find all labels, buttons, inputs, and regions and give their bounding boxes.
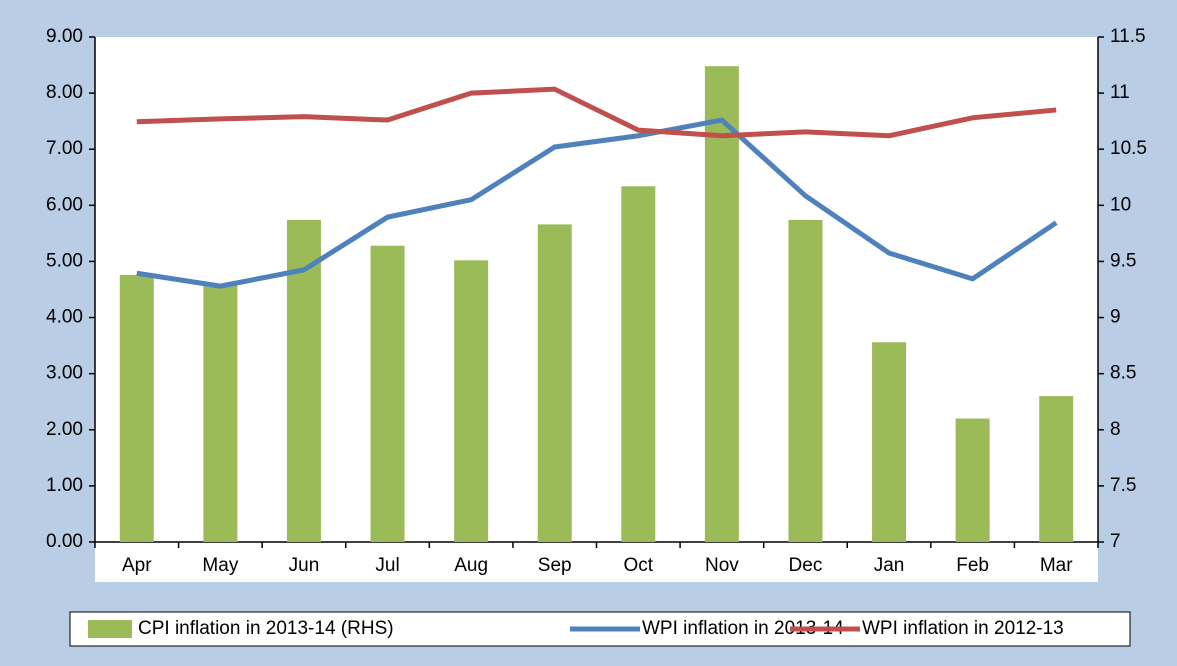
bar	[872, 342, 907, 542]
legend-label: CPI inflation in 2013-14 (RHS)	[138, 618, 394, 639]
bar	[704, 66, 739, 542]
bar	[1039, 396, 1074, 542]
x-tick-label: Apr	[122, 555, 152, 576]
line	[136, 117, 1058, 289]
legend-swatch	[88, 620, 132, 638]
y2-tick-label: 8.5	[1110, 363, 1136, 384]
line	[136, 86, 1057, 139]
legend-label: WPI inflation in 2013-14	[642, 618, 844, 639]
bar	[119, 274, 154, 542]
y2-tick-label: 7.5	[1110, 475, 1136, 496]
bar	[788, 219, 823, 542]
x-tick-label: Oct	[624, 555, 654, 576]
bar	[370, 245, 405, 542]
y2-tick-label: 9.5	[1110, 250, 1136, 271]
x-tick-label: Nov	[705, 555, 739, 576]
y-tick-label: 3.00	[46, 363, 83, 384]
x-tick-label: Jul	[375, 555, 399, 576]
x-tick-label: Mar	[1040, 555, 1073, 576]
x-tick-label: Dec	[789, 555, 823, 576]
x-tick-label: Aug	[454, 555, 488, 576]
y2-tick-label: 8	[1110, 419, 1121, 440]
y-tick-label: 5.00	[46, 250, 83, 271]
y2-tick-label: 7	[1110, 531, 1121, 552]
y2-tick-label: 9	[1110, 307, 1121, 328]
legend-label: WPI inflation in 2012-13	[862, 618, 1064, 639]
y2-tick-label: 11	[1110, 82, 1130, 103]
bar	[454, 260, 489, 542]
x-tick-label: May	[202, 555, 238, 576]
legend-box	[69, 611, 1131, 647]
y-tick-label: 7.00	[46, 138, 83, 159]
y-tick-label: 8.00	[46, 82, 83, 103]
y-tick-label: 0.00	[46, 531, 83, 552]
x-tick-label: Feb	[956, 555, 989, 576]
bar	[955, 418, 990, 542]
bar	[203, 285, 238, 542]
y-tick-label: 2.00	[46, 419, 83, 440]
y-tick-label: 9.00	[46, 26, 83, 47]
y2-tick-label: 10	[1110, 194, 1131, 215]
x-tick-label: Jun	[289, 555, 320, 576]
y-tick-label: 1.00	[46, 475, 83, 496]
bar	[537, 224, 572, 542]
y2-tick-label: 10.5	[1110, 138, 1147, 159]
x-tick-label: Sep	[538, 555, 572, 576]
x-tick-label: Jan	[874, 555, 905, 576]
y-tick-label: 6.00	[46, 194, 83, 215]
y2-tick-label: 11.5	[1110, 26, 1146, 47]
y-tick-label: 4.00	[46, 307, 83, 328]
bar	[621, 186, 656, 542]
